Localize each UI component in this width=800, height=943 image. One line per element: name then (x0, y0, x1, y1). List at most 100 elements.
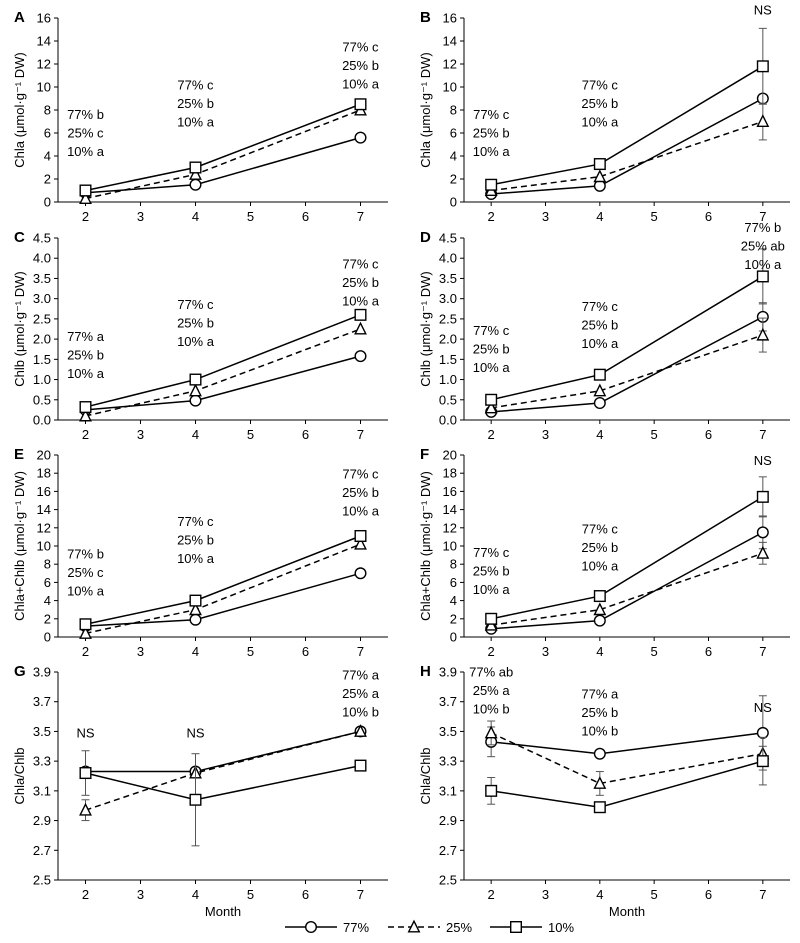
x-tick-label: 3 (542, 427, 549, 442)
legend-marker (407, 919, 421, 933)
x-tick-label: 7 (759, 209, 766, 224)
annotation-line: NS (754, 3, 772, 18)
x-tick-label: 7 (357, 644, 364, 659)
series-10pct (79, 529, 367, 631)
x-tick-label: 5 (247, 427, 254, 442)
series-77pct (485, 302, 769, 418)
y-tick-label: 2.7 (439, 843, 457, 858)
y-tick-label: 20 (443, 448, 457, 463)
significance-annotation: NS (186, 725, 204, 740)
y-tick-label: 8 (44, 557, 51, 572)
y-tick-label: 6 (44, 126, 51, 141)
legend-marker (510, 921, 523, 934)
series-line (491, 97, 764, 195)
series-line (85, 109, 361, 200)
annotation-line: 10% a (473, 360, 511, 375)
y-tick-label: 6 (450, 575, 457, 590)
x-tick-label: 2 (488, 427, 495, 442)
series-25pct (79, 321, 367, 422)
annotation-line: NS (754, 453, 772, 468)
annotation-line: 25% a (342, 686, 380, 701)
significance-annotation: 77% c 25% b 10% a (581, 77, 619, 129)
x-tick-label: 4 (596, 644, 603, 659)
y-tick-label: 1.0 (33, 372, 51, 387)
series-10pct (485, 27, 769, 191)
data-point (354, 529, 367, 542)
annotation-line: 10% b (581, 724, 618, 739)
y-tick-label: 4.5 (33, 231, 51, 246)
annotation-line: 10% a (342, 293, 380, 308)
annotation-line: 25% b (177, 96, 214, 111)
legend-marker (305, 921, 318, 934)
y-tick-label: 12 (37, 57, 51, 72)
annotation-line: 25% c (67, 565, 104, 580)
data-point (756, 270, 769, 283)
y-tick-label: 3.7 (33, 694, 51, 709)
y-tick-label: 4 (450, 593, 457, 608)
y-tick-label: 3.5 (33, 271, 51, 286)
significance-annotation: 77% c 25% b 10% a (581, 299, 619, 351)
data-point (79, 408, 92, 422)
data-point (354, 759, 367, 772)
annotation-line: 25% b (581, 317, 618, 332)
y-tick-label: 8 (44, 103, 51, 118)
annotation-line: 25% b (473, 342, 510, 357)
significance-annotation: 77% c 25% b 10% a (473, 545, 511, 597)
series-line (491, 316, 764, 413)
data-point (354, 98, 367, 111)
data-point (189, 373, 202, 386)
x-tick-label: 6 (705, 209, 712, 224)
significance-annotation: 77% b 25% c 10% a (67, 107, 105, 159)
annotation-line: 10% b (342, 704, 379, 719)
series-line (85, 764, 361, 801)
annotation-line: 10% a (473, 582, 511, 597)
annotation-line: 10% a (67, 144, 105, 159)
y-tick-label: 2.5 (439, 873, 457, 888)
y-tick-label: 3.7 (439, 694, 457, 709)
annotation-line: 10% a (67, 366, 105, 381)
legend-label: 25% (446, 920, 472, 935)
legend-item-25pct: 25% (388, 919, 472, 935)
panel-letter: D (420, 229, 431, 246)
series-25pct (484, 720, 770, 796)
x-tick-label: 7 (759, 644, 766, 659)
y-tick-label: 10 (443, 539, 457, 554)
significance-annotation: 77% c 25% b 10% a (342, 39, 380, 91)
y-tick-label: 18 (443, 466, 457, 481)
x-tick-label: 7 (357, 209, 364, 224)
y-tick-label: 18 (37, 466, 51, 481)
data-point (354, 536, 367, 550)
y-tick-label: 10 (37, 539, 51, 554)
data-point (756, 490, 769, 503)
y-tick-label: 2.0 (439, 332, 457, 347)
y-tick-label: 3.9 (33, 665, 51, 680)
y-tick-label: 4 (450, 149, 457, 164)
annotation-line: 25% b (342, 485, 379, 500)
y-tick-label: 14 (443, 34, 457, 49)
annotation-line: 25% b (581, 96, 618, 111)
data-point (593, 776, 607, 789)
series-10pct (79, 308, 367, 414)
series-25pct (484, 317, 770, 414)
annotation-line: 77% c (177, 77, 214, 92)
x-axis-label: Month (609, 904, 645, 919)
data-point (79, 618, 92, 631)
y-tick-label: 0 (44, 630, 51, 645)
x-tick-label: 2 (82, 887, 89, 902)
y-axis-label: Chlb (μmol·g⁻¹ DW) (12, 271, 27, 386)
y-axis-label: Chla (μmol·g⁻¹ DW) (418, 52, 433, 167)
significance-annotation: 77% c 25% b 10% a (473, 107, 511, 159)
panel-d: D 0.0 0.5 1.0 1.5 2.0 2.5 3.0 3.5 4.0 4.5 2 3 4 5 6 7 Chl… (418, 220, 790, 442)
x-tick-label: 4 (192, 427, 199, 442)
annotation-line: 77% c (342, 256, 379, 271)
series-line (85, 328, 361, 417)
y-axis-label: Chla+Chlb (μmol·g⁻¹ DW) (418, 471, 433, 621)
series-10pct (79, 98, 367, 197)
y-tick-label: 3.0 (33, 291, 51, 306)
data-point (354, 321, 367, 335)
annotation-line: 25% b (581, 705, 618, 720)
data-point (189, 167, 202, 180)
series-77pct (79, 131, 367, 199)
annotation-line: 10% a (342, 504, 380, 519)
significance-annotation: 77% a 25% a 10% b (342, 667, 380, 719)
